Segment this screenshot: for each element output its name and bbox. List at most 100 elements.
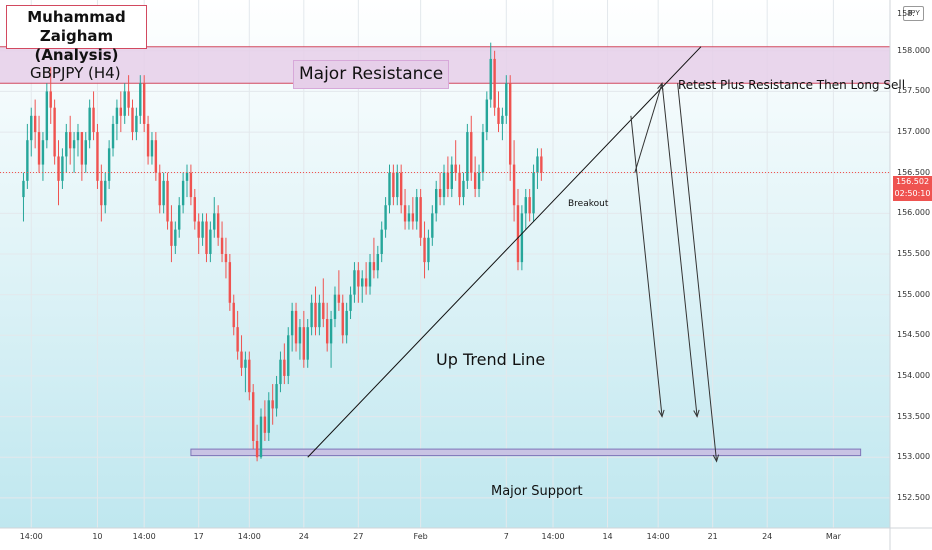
candle-bearish	[205, 221, 208, 254]
candle-bullish	[415, 197, 418, 222]
price-axis-tick: 154.000	[897, 370, 931, 380]
time-axis-tick: 24	[762, 532, 773, 541]
candle-bearish	[131, 107, 134, 133]
candle-bullish	[41, 140, 45, 165]
candle-bullish	[26, 140, 29, 181]
candle-bullish	[185, 172, 189, 181]
price-axis-tick: 154.500	[897, 330, 931, 340]
candle-bullish	[287, 335, 290, 376]
candle-bearish	[92, 107, 95, 133]
candle-bearish	[399, 172, 403, 206]
time-axis-tick: 17	[193, 532, 204, 541]
candle-bearish	[248, 359, 251, 393]
candle-bullish	[353, 270, 356, 295]
candle-bearish	[154, 140, 158, 173]
candle-bullish	[267, 400, 270, 433]
candle-bullish	[279, 359, 282, 385]
candle-bearish	[364, 278, 368, 287]
candle-bullish	[275, 384, 278, 409]
candle-bullish	[244, 359, 247, 368]
time-axis-tick: 14:00	[541, 532, 565, 541]
symbol-label: GBPJPY (H4)	[30, 64, 121, 82]
up-trend-line	[307, 46, 702, 458]
candle-bearish	[473, 172, 477, 189]
candle-bearish	[271, 400, 274, 409]
candle-bearish	[283, 359, 286, 376]
candle-bullish	[524, 197, 527, 214]
candle-bullish	[259, 416, 263, 458]
candle-bullish	[107, 148, 111, 181]
candle-bullish	[306, 327, 309, 360]
price-axis-tick: 152.500	[897, 492, 931, 502]
candle-bullish	[178, 205, 181, 230]
candle-bullish	[481, 132, 485, 173]
candle-bullish	[111, 123, 115, 149]
projection-arrow-mid	[630, 115, 663, 417]
candle-bearish	[251, 392, 255, 441]
price-axis-tick: 157.000	[897, 127, 931, 137]
candle-bearish	[197, 221, 200, 238]
candle-bullish	[505, 83, 508, 116]
candle-bearish	[493, 58, 496, 108]
candle-bullish	[290, 310, 294, 336]
candle-bullish	[209, 229, 212, 254]
candle-bullish	[329, 319, 333, 344]
candle-bearish	[357, 270, 360, 287]
candle-bullish	[388, 172, 391, 206]
candle-bullish	[104, 180, 107, 206]
candle-bearish	[438, 188, 442, 198]
price-axis-tick: 153.500	[897, 411, 931, 421]
candle-bullish	[462, 180, 465, 198]
candle-bearish	[96, 132, 99, 181]
candle-bearish	[255, 440, 259, 458]
drawings	[0, 46, 890, 463]
candle-bearish	[170, 221, 173, 246]
candle-bearish	[146, 123, 150, 157]
time-axis-tick: 14:00	[646, 532, 670, 541]
candle-bearish	[216, 213, 220, 238]
candle-bearish	[80, 132, 84, 165]
time-axis-tick: 14:00	[19, 532, 43, 541]
candle-bullish	[384, 205, 387, 230]
candle-bullish	[442, 172, 446, 198]
candle-bearish	[337, 294, 341, 303]
candle-bullish	[349, 294, 352, 311]
candle-bearish	[497, 107, 500, 124]
candle-bullish	[536, 156, 539, 173]
candles	[22, 42, 543, 462]
candle-bearish	[512, 164, 516, 206]
candle-bullish	[333, 294, 337, 320]
candle-bearish	[220, 237, 224, 254]
time-axis-tick: 27	[353, 532, 364, 541]
candle-bearish	[224, 254, 228, 263]
projection-arrow-mid-head	[658, 409, 665, 418]
candle-bearish	[53, 107, 56, 157]
candle-bearish	[236, 327, 239, 352]
candle-bearish	[392, 172, 395, 198]
candle-bullish	[466, 132, 469, 181]
candle-bullish	[72, 140, 76, 149]
candle-bullish	[431, 213, 434, 238]
candle-bearish	[508, 83, 512, 165]
price-axis-tick: 153.000	[897, 452, 931, 462]
currency-badge[interactable]: JPY	[903, 6, 924, 21]
candle-bullish	[450, 164, 453, 189]
candle-bearish	[446, 172, 450, 189]
candle-bullish	[88, 107, 91, 141]
candle-bullish	[150, 140, 154, 157]
candle-bearish	[263, 416, 267, 433]
candle-bullish	[65, 132, 68, 157]
price-axis-tick: 156.000	[897, 208, 931, 218]
time-axis-tick: Feb	[413, 532, 428, 541]
candle-bearish	[37, 132, 41, 165]
candle-bearish	[232, 302, 235, 328]
candle-bullish	[298, 327, 302, 344]
candle-bearish	[193, 197, 197, 222]
candle-bullish	[84, 140, 87, 165]
candle-bullish	[30, 115, 33, 141]
candle-bullish	[407, 213, 411, 222]
time-axis-tick: Mar	[825, 532, 841, 541]
candle-bearish	[516, 205, 520, 263]
author-name: Muhammad Zaigham	[27, 8, 126, 45]
